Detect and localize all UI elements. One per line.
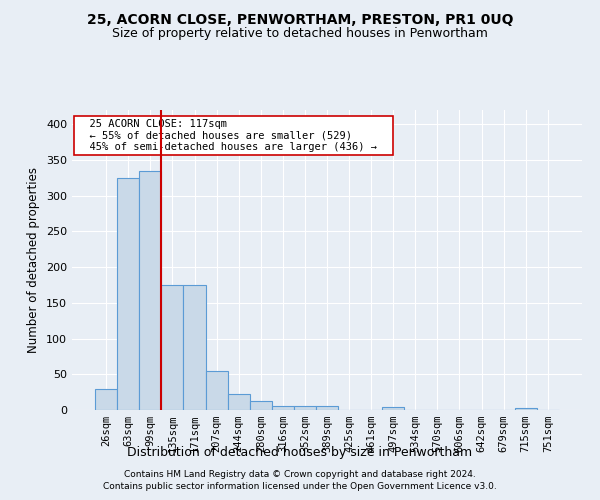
Bar (184, 285, 206, 410)
Bar (161, 285, 184, 410)
Text: 25 ACORN CLOSE: 117sqm  
  ← 55% of detached houses are smaller (529)  
  45% of: 25 ACORN CLOSE: 117sqm ← 55% of detached… (77, 119, 389, 152)
Text: Contains public sector information licensed under the Open Government Licence v3: Contains public sector information licen… (103, 482, 497, 491)
Y-axis label: Number of detached properties: Number of detached properties (28, 167, 40, 353)
Bar (250, 400, 272, 410)
Text: Contains HM Land Registry data © Crown copyright and database right 2024.: Contains HM Land Registry data © Crown c… (124, 470, 476, 479)
Text: Distribution of detached houses by size in Penwortham: Distribution of detached houses by size … (127, 446, 473, 459)
Bar (95, 388, 117, 410)
Bar (316, 406, 338, 410)
Text: Size of property relative to detached houses in Penwortham: Size of property relative to detached ho… (112, 28, 488, 40)
Bar (117, 178, 139, 410)
Text: 25, ACORN CLOSE, PENWORTHAM, PRESTON, PR1 0UQ: 25, ACORN CLOSE, PENWORTHAM, PRESTON, PR… (87, 12, 513, 26)
Bar (272, 406, 294, 410)
Bar (206, 370, 227, 410)
Bar (382, 407, 404, 410)
Bar (139, 172, 161, 410)
Bar (515, 408, 537, 410)
Bar (227, 394, 250, 410)
Bar (294, 406, 316, 410)
